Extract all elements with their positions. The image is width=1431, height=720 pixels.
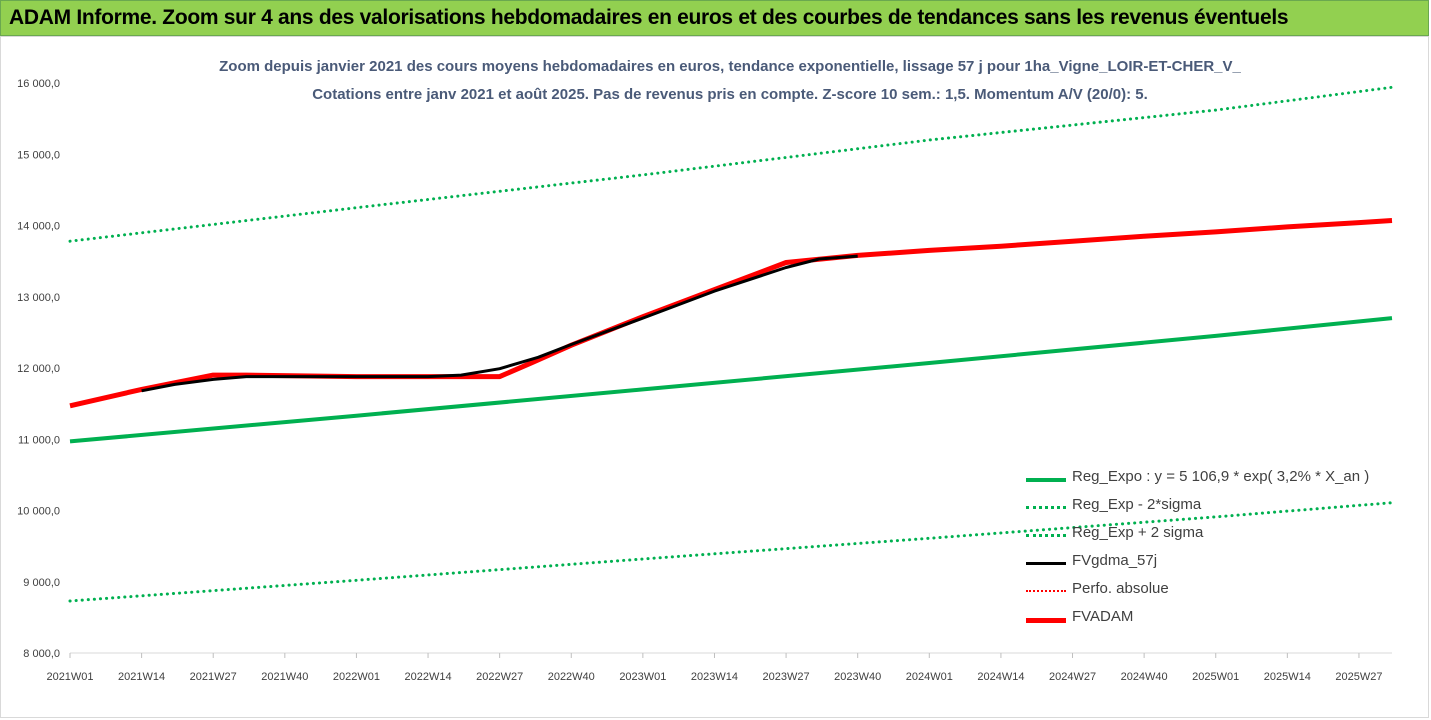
legend-label: FVADAM [1072,608,1134,625]
series-fvgdma [141,254,858,393]
x-tick-label: 2025W27 [1335,671,1382,683]
y-tick-label: 11 000,0 [18,434,60,446]
legend-label: Reg_Exp - 2*sigma [1072,496,1202,513]
series-reg-expo [69,316,1393,444]
legend-swatch-fvadam [1026,618,1066,623]
legend-label: Reg_Expo : y = 5 106,9 * exp( 3,2% * X_a… [1072,468,1370,485]
x-tick-label: 2024W27 [1049,671,1096,683]
x-tick-label: 2021W14 [118,671,165,683]
legend-item-fvadam: FVADAM [1026,608,1216,636]
x-tick-label: 2025W14 [1264,671,1311,683]
legend-swatch-reg-exp-plus [1026,534,1066,537]
x-tick-label: 2024W14 [977,671,1024,683]
x-tick-label: 2025W01 [1192,671,1239,683]
legend-item-reg-exp-plus: Reg_Exp + 2 sigma [1026,524,1216,552]
legend-item-perfo: Perfo. absolue [1026,580,1216,608]
x-tick-label: 2024W01 [906,671,953,683]
x-tick-label: 2023W14 [691,671,738,683]
y-tick-label: 16 000,0 [17,78,60,90]
y-tick-label: 13 000,0 [17,292,60,304]
y-tick-label: 10 000,0 [17,506,60,518]
x-tick-label: 2021W40 [261,671,308,683]
legend-label: Perfo. absolue [1072,580,1169,597]
series-reg-exp-minus [68,501,1394,603]
series-reg-exp-plus [68,85,1394,243]
legend-swatch-reg-expo [1026,478,1066,482]
x-tick-label: 2022W01 [333,671,380,683]
x-tick-label: 2023W40 [834,671,881,683]
legend-item-reg-expo: Reg_Expo : y = 5 106,9 * exp( 3,2% * X_a… [1026,468,1369,496]
y-tick-label: 8 000,0 [23,648,60,660]
y-tick-label: 9 000,0 [23,577,60,589]
y-tick-label: 15 000,0 [17,149,60,161]
legend-item-reg-exp-minus: Reg_Exp - 2*sigma [1026,496,1216,524]
y-tick-label: 12 000,0 [17,363,60,375]
x-tick-label: 2022W40 [548,671,595,683]
chart-title: Zoom depuis janvier 2021 des cours moyen… [219,58,1241,75]
x-tick-label: 2023W01 [619,671,666,683]
legend-label: Reg_Exp + 2 sigma [1072,524,1204,541]
chart-legend: Reg_Expo : y = 5 106,9 * exp( 3,2% * X_a… [1026,468,1369,636]
legend-swatch-perfo [1026,590,1066,592]
legend-label: FVgdma_57j [1072,552,1158,569]
x-tick-label: 2021W01 [46,671,93,683]
legend-swatch-fvgdma [1026,562,1066,565]
x-tick-label: 2023W27 [763,671,810,683]
x-tick-label: 2022W27 [476,671,523,683]
legend-item-fvgdma: FVgdma_57j [1026,552,1216,580]
chart-subtitle: Cotations entre janv 2021 et août 2025. … [312,86,1148,103]
report-banner: ADAM Informe. Zoom sur 4 ans des valoris… [0,0,1429,36]
x-tick-label: 2024W40 [1121,671,1168,683]
x-tick-label: 2022W14 [404,671,451,683]
y-tick-label: 14 000,0 [17,221,60,233]
chart-frame [0,36,1429,718]
legend-swatch-reg-exp-minus [1026,506,1066,509]
x-tick-label: 2021W27 [190,671,237,683]
